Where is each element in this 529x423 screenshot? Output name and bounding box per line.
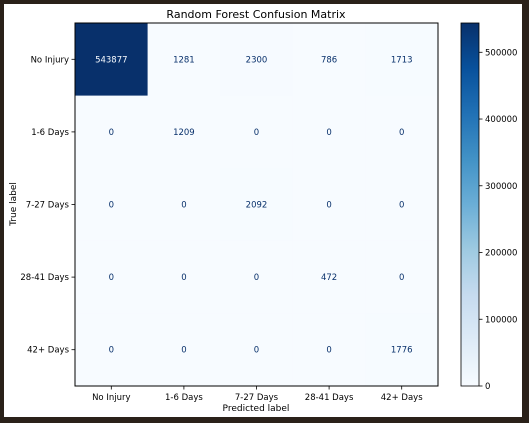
cell-value-label: 2300 — [246, 55, 268, 65]
heatmap-cell — [292, 95, 366, 169]
colorbar-tick-label: 300000 — [485, 182, 517, 192]
heatmap-cell — [147, 23, 221, 97]
colorbar-tick-label: 200000 — [485, 249, 517, 259]
cell-value-label: 0 — [399, 201, 404, 211]
x-tick-label: 1-6 Days — [165, 393, 203, 403]
cell-value-label: 0 — [254, 346, 259, 356]
y-tick-label: No Injury — [31, 55, 69, 65]
cell-value-label: 0 — [181, 346, 186, 356]
cell-value-label: 0 — [254, 128, 259, 138]
heatmap-cell — [75, 95, 149, 169]
heatmap-cell — [75, 240, 149, 314]
heatmap-cell — [75, 168, 149, 242]
cell-value-labels: 543877 1281 2300 786 1713 0 1209 0 0 0 0 0 2092 0 0 0 0 0… — [95, 55, 412, 355]
cell-value-label: 543877 — [95, 55, 127, 65]
cell-value-label: 0 — [326, 346, 331, 356]
cell-value-label: 0 — [254, 273, 259, 283]
confusion-matrix-chart: Random Forest Confusion Matrix 543877 128… — [9, 8, 517, 414]
colorbar — [460, 22, 480, 387]
y-tick-label: 28-41 Days — [20, 273, 69, 283]
heatmap-cell — [147, 95, 221, 169]
cell-value-label: 786 — [321, 55, 337, 65]
heatmap-cell — [292, 313, 366, 387]
x-axis-label: Predicted label — [223, 404, 290, 414]
cell-value-label: 2092 — [246, 201, 268, 211]
colorbar-tick-label: 400000 — [485, 115, 517, 125]
heatmap-cells — [75, 23, 439, 387]
heatmap-cell — [292, 23, 366, 97]
y-tick-label: 1-6 Days — [31, 128, 69, 138]
heatmap-cell — [292, 240, 366, 314]
heatmap-cell — [147, 240, 221, 314]
heatmap-cell — [365, 240, 439, 314]
heatmap-cell — [147, 313, 221, 387]
heatmap-cell — [147, 168, 221, 242]
cell-value-label: 0 — [109, 346, 114, 356]
cell-value-label: 0 — [399, 128, 404, 138]
x-tick-label: 7-27 Days — [235, 393, 279, 403]
x-tick-labels: No Injury 1-6 Days 7-27 Days 28-41 Days 42+ … — [92, 386, 423, 403]
cell-value-label: 0 — [109, 128, 114, 138]
y-tick-labels: No Injury 1-6 Days 7-27 Days 28-41 Days 42+ … — [20, 55, 75, 356]
y-tick-label: 7-27 Days — [26, 201, 70, 211]
colorbar-tick-label: 100000 — [485, 315, 517, 325]
x-tick-label: 42+ Days — [381, 393, 423, 403]
x-tick-label: 28-41 Days — [305, 393, 354, 403]
cell-value-label: 472 — [321, 273, 337, 283]
x-tick-label: No Injury — [92, 393, 130, 403]
cell-value-label: 0 — [399, 273, 404, 283]
figure-frame: Random Forest Confusion Matrix 543877 128… — [4, 4, 522, 417]
heatmap-cell — [365, 313, 439, 387]
colorbar-tick-label: 0 — [485, 382, 490, 392]
heatmap-cell — [220, 240, 294, 314]
cell-value-label: 1209 — [173, 128, 195, 138]
cell-value-label: 0 — [181, 273, 186, 283]
cell-value-label: 0 — [109, 201, 114, 211]
cell-value-label: 0 — [181, 201, 186, 211]
heatmap-cell — [220, 168, 294, 242]
colorbar-ticks: 0 100000 200000 300000 400000 500000 — [479, 48, 517, 392]
cell-value-label: 0 — [109, 273, 114, 283]
heatmap-cell — [365, 23, 439, 97]
heatmap-cell — [220, 95, 294, 169]
colorbar-tick-label: 500000 — [485, 48, 517, 58]
chart-title: Random Forest Confusion Matrix — [166, 8, 346, 21]
heatmap-cell — [365, 95, 439, 169]
y-tick-label: 42+ Days — [27, 346, 69, 356]
y-axis-label: True label — [9, 182, 19, 227]
cell-value-label: 0 — [326, 201, 331, 211]
heatmap-cell — [365, 168, 439, 242]
cell-value-label: 1713 — [391, 55, 413, 65]
heatmap-cell — [75, 313, 149, 387]
heatmap-cell — [292, 168, 366, 242]
cell-value-label: 1281 — [173, 55, 195, 65]
heatmap-cell — [220, 23, 294, 97]
cell-value-label: 1776 — [391, 346, 413, 356]
heatmap-cell — [220, 313, 294, 387]
cell-value-label: 0 — [326, 128, 331, 138]
heatmap-cell — [75, 23, 149, 97]
